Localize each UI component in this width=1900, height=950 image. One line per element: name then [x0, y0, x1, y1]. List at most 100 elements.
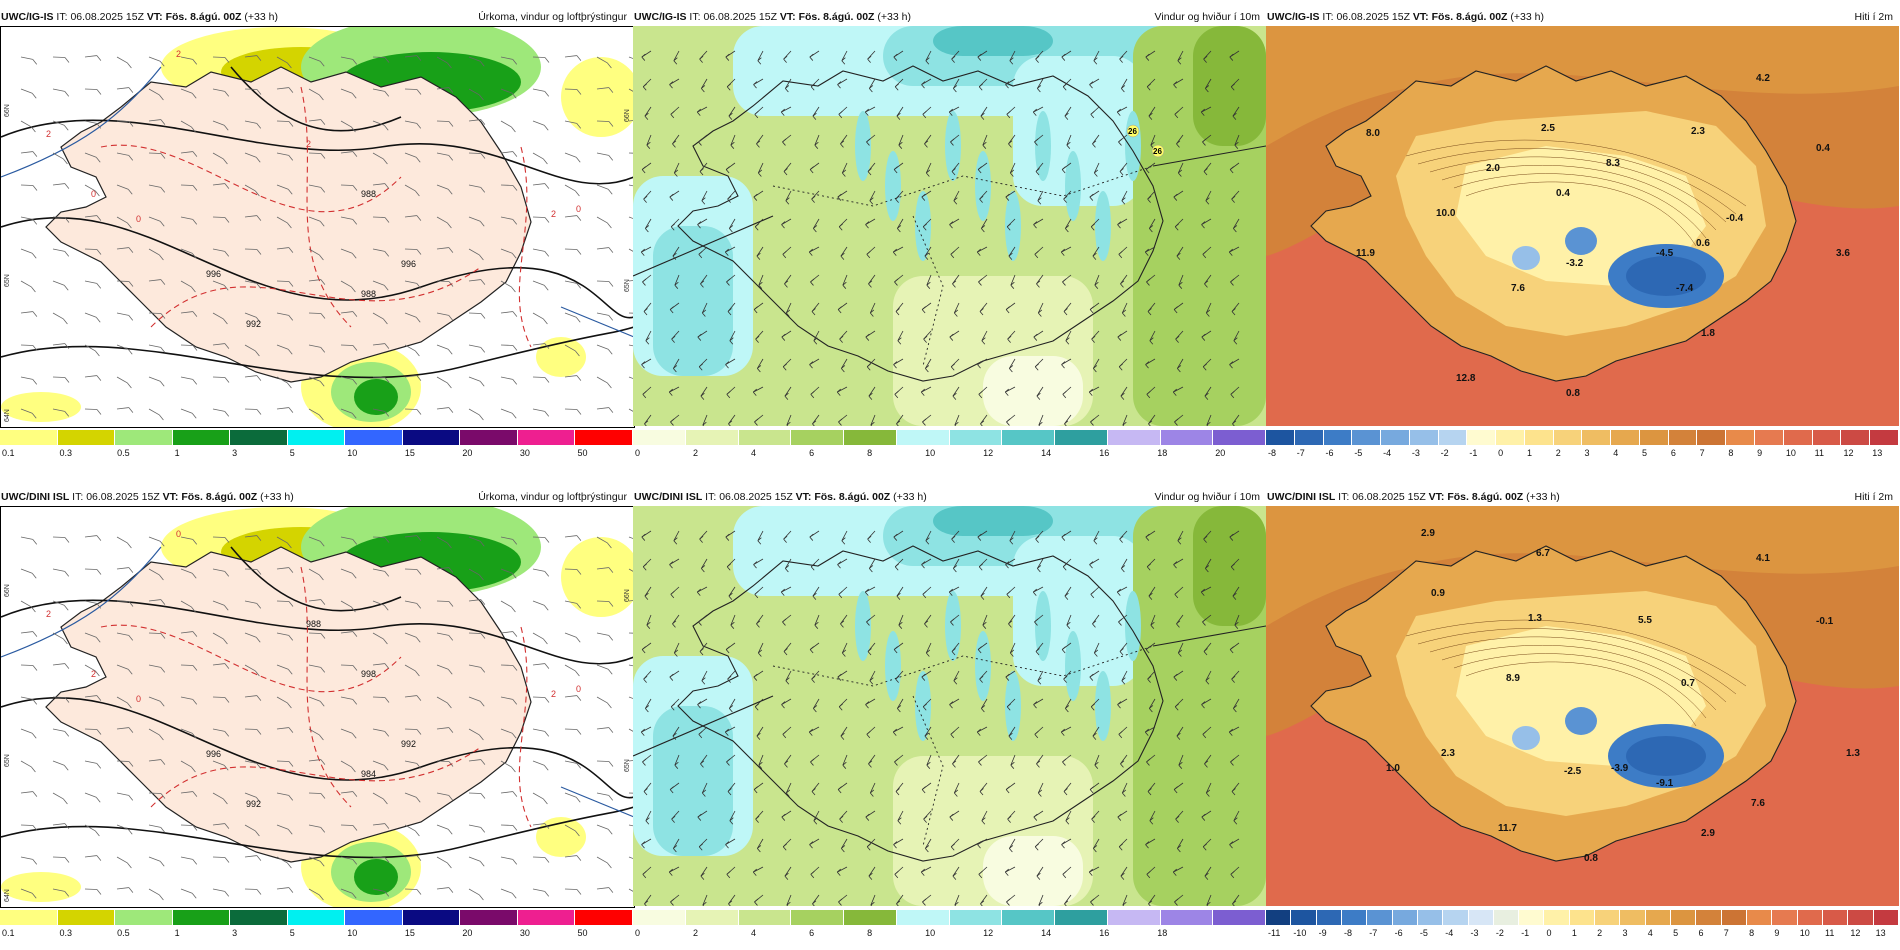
- colorbar-tick-label: 4: [1613, 448, 1619, 458]
- wind-speed-area: [1065, 631, 1081, 701]
- wind-barb: [212, 88, 225, 92]
- colorbar-tick-label: -2: [1495, 928, 1504, 938]
- wind-arrow: [1150, 614, 1156, 626]
- gust-label: 26: [1153, 147, 1162, 156]
- wind-arrow: [925, 50, 932, 61]
- isobar-line: [230, 66, 402, 132]
- isobar-line: [230, 546, 402, 612]
- colorbar-swatch: [1611, 430, 1640, 445]
- wind-barb: [52, 888, 65, 892]
- wind-barb: [468, 376, 481, 382]
- wind-arrow: [953, 302, 960, 314]
- colorbar-tick-label: -3: [1470, 928, 1479, 938]
- init-time-label: IT:: [689, 11, 701, 23]
- wind-arrow: [644, 414, 652, 425]
- wind-arrow: [842, 274, 848, 286]
- wind-arrow: [1145, 246, 1156, 253]
- temperature-label: -4.5: [1656, 248, 1674, 259]
- colorbar: [0, 910, 633, 926]
- wind-barb: [308, 856, 321, 862]
- gust-marker: [1126, 124, 1140, 138]
- wind-barb: [148, 824, 161, 828]
- wind-barb: [404, 824, 416, 832]
- wind-arrow: [897, 810, 904, 821]
- wind-barb: [52, 280, 65, 286]
- wind-barb: [372, 183, 385, 186]
- wind-arrow: [1150, 134, 1156, 146]
- wind-arrow: [1093, 642, 1100, 654]
- colorbar-swatch: [287, 430, 346, 445]
- wind-arrow: [1176, 246, 1184, 257]
- wind-arrow: [1233, 218, 1240, 229]
- product-name: Vindur og hviður í 10m: [1154, 491, 1260, 503]
- wind-barb: [148, 728, 160, 736]
- wind-barb: [340, 888, 353, 894]
- colorbar-swatch: [345, 910, 403, 925]
- wind-barb: [116, 856, 128, 864]
- wind-barb: [404, 215, 417, 218]
- wind-barb: [20, 791, 33, 794]
- colorbar-ticks: 0.1 0.3 0.5 1 3 5 10 15 20 30 50: [0, 448, 633, 460]
- wind-barb: [20, 376, 33, 380]
- wind-arrow: [1234, 134, 1240, 146]
- wind-barb: [468, 888, 480, 896]
- temperature-label: 0.8: [1584, 853, 1598, 864]
- wind-barb: [180, 311, 193, 314]
- colorbar-swatch: [1496, 430, 1525, 445]
- wind-arrow: [1065, 698, 1072, 709]
- wind-barb: [436, 376, 448, 384]
- wind-barb: [564, 375, 577, 378]
- wind-barb: [180, 120, 192, 128]
- wind-barb: [596, 312, 609, 316]
- wind-arrow: [809, 246, 820, 253]
- wind-speed-area: [1193, 26, 1266, 146]
- wind-arrow: [729, 330, 736, 341]
- colorbar-swatch: [1417, 910, 1444, 925]
- wind-barb: [212, 120, 225, 126]
- wind-barb: [308, 184, 321, 188]
- wind-arrow: [1033, 106, 1044, 113]
- wind-barb: [628, 696, 634, 700]
- isobar-line: [1, 326, 634, 379]
- wind-arrow: [813, 698, 820, 709]
- colorbar-swatch: [1783, 430, 1813, 445]
- glacier-cold-area: [1512, 726, 1540, 750]
- wind-arrow: [980, 414, 988, 425]
- wind-barb: [372, 88, 385, 92]
- precip-area: [561, 57, 634, 137]
- colorbar-tick-label: -11: [1268, 928, 1281, 938]
- wind-barb: [244, 215, 257, 218]
- colorbar-swatch: [1381, 430, 1410, 445]
- wind-arrow: [1093, 838, 1100, 849]
- wind-barb: [468, 536, 481, 542]
- wind-barb: [436, 184, 449, 190]
- wind-arrow: [924, 614, 932, 625]
- wind-barb: [308, 119, 321, 122]
- weather-map: 26 26: [633, 26, 1266, 426]
- wind-barb: [212, 728, 225, 732]
- wind-arrow: [728, 894, 736, 905]
- wind-arrow: [1148, 106, 1156, 117]
- wind-arrow: [1064, 894, 1072, 905]
- wind-arrow: [896, 586, 904, 597]
- wind-barb: [116, 376, 128, 384]
- wind-speed-area: [1095, 671, 1111, 741]
- wind-barb: [372, 152, 384, 160]
- colorbar-swatch: [896, 430, 950, 445]
- wind-arrow: [646, 134, 652, 146]
- wind-barb: [564, 535, 577, 538]
- colorbar-swatch: [460, 430, 518, 445]
- wind-arrow: [813, 330, 820, 341]
- wind-arrow: [949, 106, 960, 113]
- wind-arrow: [1089, 386, 1100, 393]
- glacier-cold-area: [1565, 707, 1597, 735]
- colorbar-tick-label: 3: [1622, 928, 1628, 938]
- product-name: Úrkoma, vindur og loftþrýstingur: [478, 491, 627, 503]
- wind-barb: [372, 823, 385, 826]
- isobar-line: [1, 696, 634, 799]
- colorbar-swatch: [1746, 910, 1773, 925]
- wind-barb: [340, 280, 352, 288]
- wind-barb: [308, 344, 321, 348]
- colorbar-tick-label: 0: [635, 928, 641, 938]
- wind-arrow: [1121, 670, 1128, 681]
